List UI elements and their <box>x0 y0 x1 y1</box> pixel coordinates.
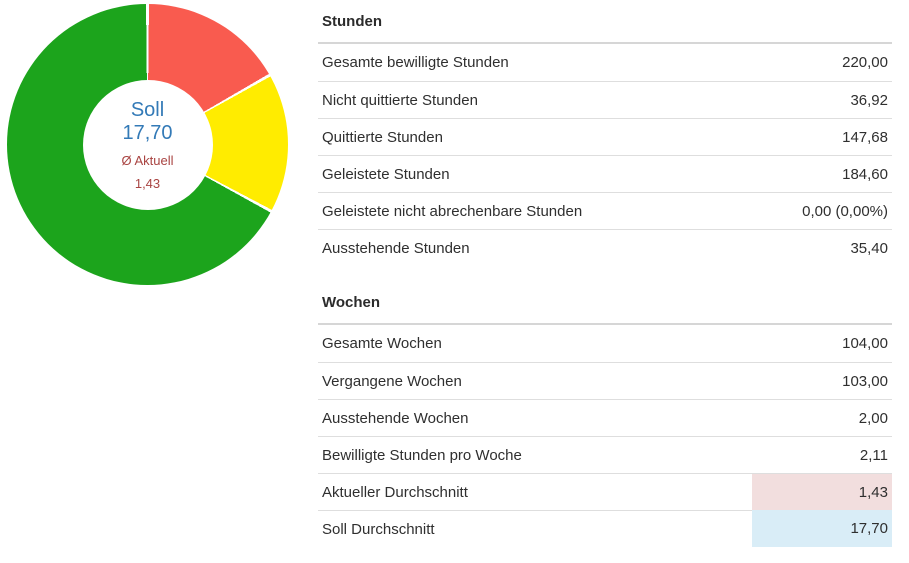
table-row: Gesamte Wochen 104,00 <box>318 325 892 362</box>
table-row: Geleistete nicht abrechenbare Stunden 0,… <box>318 192 892 229</box>
row-label: Ausstehende Wochen <box>318 399 752 436</box>
current-average-value: 1,43 <box>134 175 161 191</box>
stats-panel: Stunden Gesamte bewilligte Stunden 220,0… <box>318 0 892 547</box>
row-value: 220,00 <box>842 54 888 71</box>
table-row: Gesamte bewilligte Stunden 220,00 <box>318 44 892 81</box>
table-row: Geleistete Stunden 184,60 <box>318 155 892 192</box>
section-title-stunden: Stunden <box>318 0 892 44</box>
row-value: 2,00 <box>752 399 892 436</box>
donut-center: Soll 17,70 Ø Aktuell 1,43 <box>82 79 213 210</box>
row-label: Gesamte Wochen <box>322 335 442 352</box>
table-row-target-average: Soll Durchschnitt 17,70 <box>318 510 892 547</box>
row-value: 0,00 (0,00%) <box>752 192 892 229</box>
row-value: 184,60 <box>752 155 892 192</box>
row-value: 147,68 <box>752 118 892 155</box>
row-label: Quittierte Stunden <box>318 118 752 155</box>
target-average-value: 17,70 <box>122 121 173 144</box>
row-value: 2,11 <box>752 436 892 473</box>
row-label: Soll Durchschnitt <box>318 510 752 547</box>
target-average-label: Soll <box>130 98 165 121</box>
row-label: Aktueller Durchschnitt <box>318 473 752 510</box>
table-row: Quittierte Stunden 147,68 <box>318 118 892 155</box>
row-label: Bewilligte Stunden pro Woche <box>318 436 752 473</box>
hours-donut-chart: Soll 17,70 Ø Aktuell 1,43 <box>7 4 288 285</box>
table-row: Bewilligte Stunden pro Woche 2,11 <box>318 436 892 473</box>
row-label: Gesamte bewilligte Stunden <box>322 54 509 71</box>
weeks-section: Wochen Gesamte Wochen 104,00 Vergangene … <box>318 281 892 547</box>
hours-section: Stunden Gesamte bewilligte Stunden 220,0… <box>318 0 892 266</box>
row-label: Geleistete nicht abrechenbare Stunden <box>318 192 752 229</box>
table-row: Vergangene Wochen 103,00 <box>318 362 892 399</box>
row-label: Nicht quittierte Stunden <box>318 81 752 118</box>
row-label: Vergangene Wochen <box>318 362 752 399</box>
current-average-label: Ø Aktuell <box>121 152 174 168</box>
row-value: 103,00 <box>752 362 892 399</box>
row-value-highlight-info: 17,70 <box>752 510 892 547</box>
table-row: Ausstehende Wochen 2,00 <box>318 399 892 436</box>
section-title-wochen: Wochen <box>318 281 892 325</box>
row-label: Geleistete Stunden <box>318 155 752 192</box>
row-value: 104,00 <box>842 335 888 352</box>
table-row: Ausstehende Stunden 35,40 <box>318 229 892 266</box>
table-row-current-average: Aktueller Durchschnitt 1,43 <box>318 473 892 510</box>
row-label: Ausstehende Stunden <box>318 229 752 266</box>
table-row: Nicht quittierte Stunden 36,92 <box>318 81 892 118</box>
row-value: 35,40 <box>752 229 892 266</box>
row-value: 36,92 <box>752 81 892 118</box>
row-value-highlight-danger: 1,43 <box>752 473 892 510</box>
